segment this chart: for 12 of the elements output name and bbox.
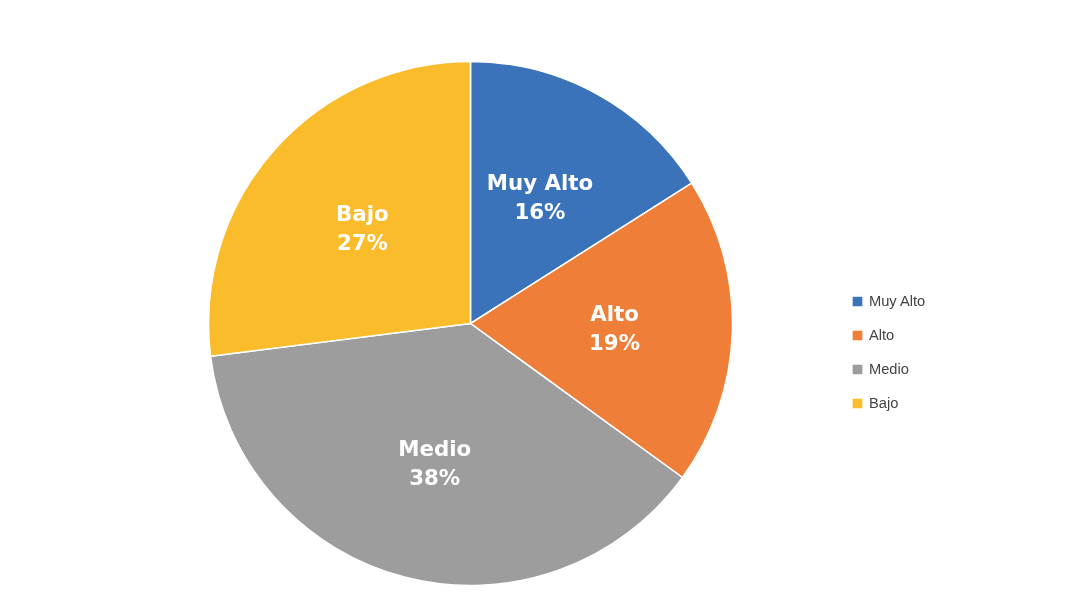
legend-label: Medio	[869, 361, 909, 377]
slice-label: Muy Alto	[486, 170, 594, 196]
legend-label: Muy Alto	[869, 293, 926, 309]
legend-label: Bajo	[869, 395, 899, 411]
legend-label: Alto	[869, 327, 895, 343]
data-label: 27%	[336, 230, 388, 256]
slice-label: Medio	[398, 436, 472, 462]
data-label: 38%	[409, 464, 461, 490]
data-label: 19%	[589, 329, 641, 355]
data-label: 16%	[514, 199, 566, 225]
slice-label: Alto	[590, 301, 639, 327]
slice-label: Bajo	[336, 201, 389, 227]
